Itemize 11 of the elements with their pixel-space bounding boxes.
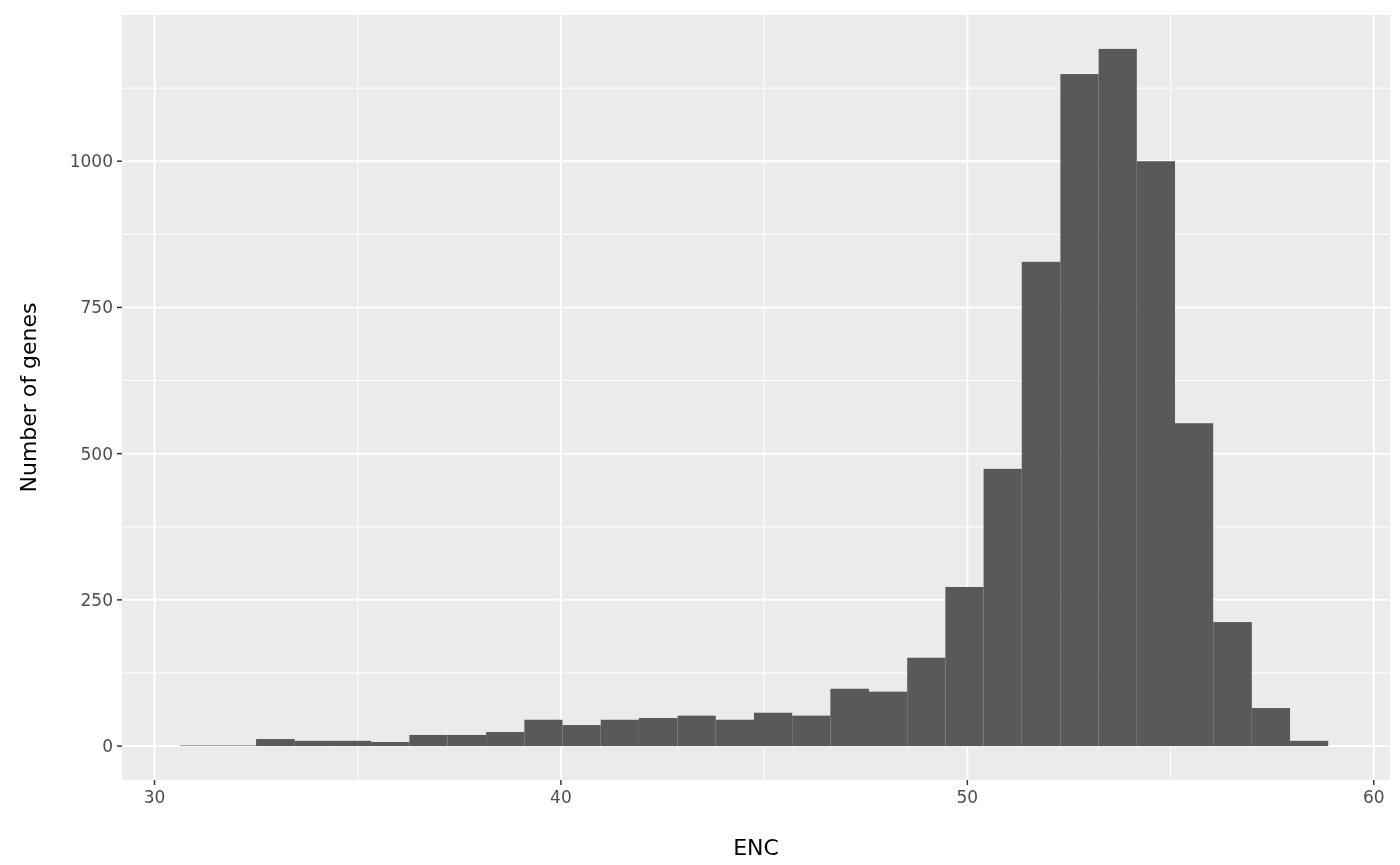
y-tick-label: 0 — [102, 736, 113, 757]
y-tick-label: 500 — [80, 443, 113, 464]
y-axis-title: Number of genes — [16, 302, 41, 493]
x-tick-label: 50 — [956, 787, 979, 807]
x-tick-label: 40 — [550, 787, 572, 807]
x-tick-label: 30 — [143, 787, 166, 807]
x-tick-label: 60 — [1362, 787, 1385, 807]
x-axis-title: ENC — [733, 835, 779, 860]
y-tick-label: 1000 — [69, 151, 113, 172]
y-tick-label: 750 — [80, 297, 113, 318]
y-tick-label: 250 — [80, 589, 113, 610]
